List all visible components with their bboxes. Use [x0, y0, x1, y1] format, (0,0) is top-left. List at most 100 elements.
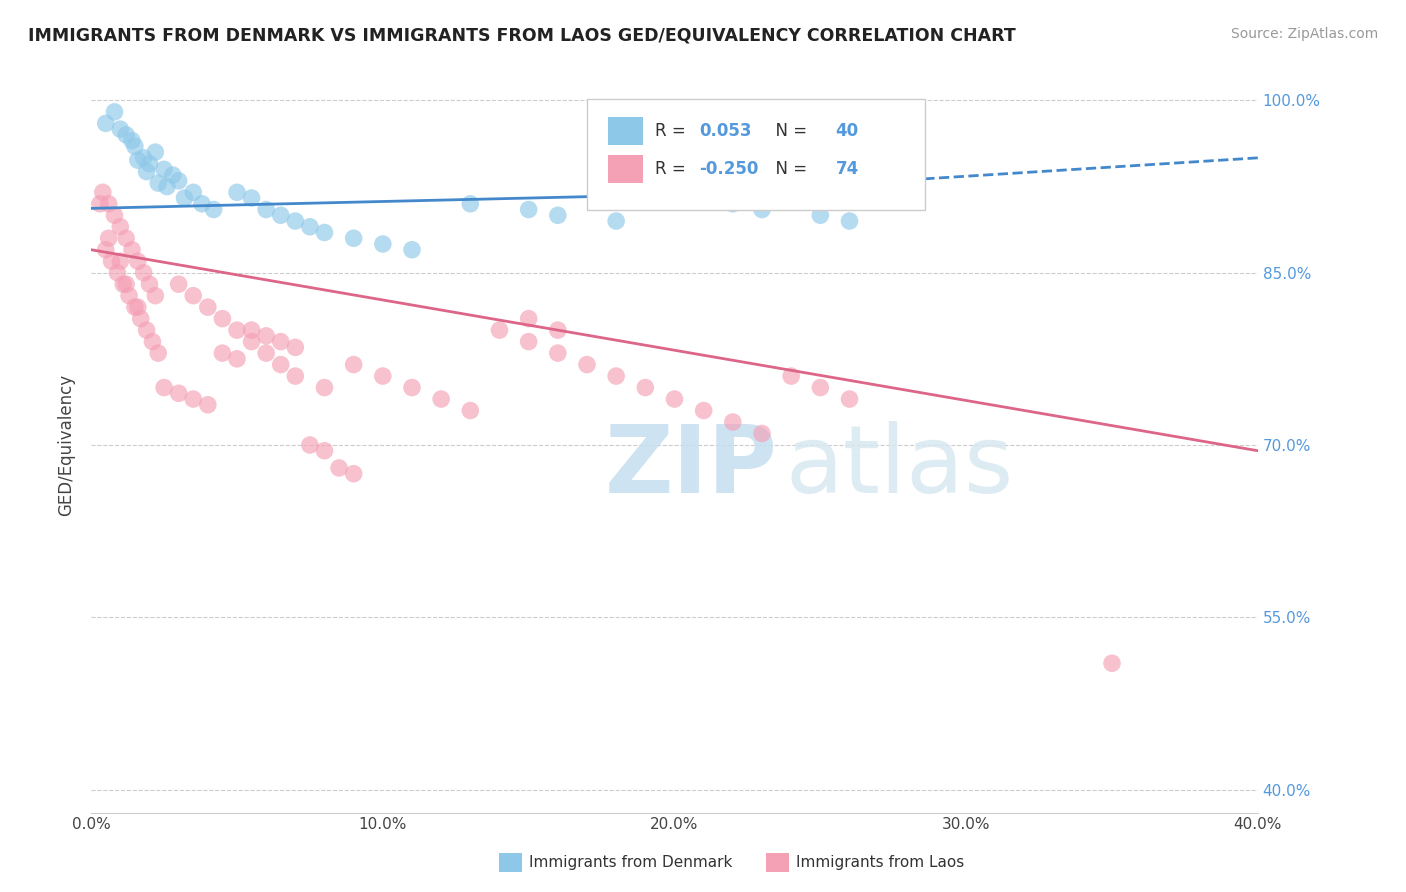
Point: [97, 196, 120, 211]
Point: [132, 266, 155, 280]
Point: [143, 288, 166, 302]
Point: [127, 300, 149, 314]
Text: 74: 74: [835, 161, 859, 178]
Point: [115, 231, 138, 245]
Point: [343, 231, 366, 245]
Point: [202, 202, 225, 217]
Point: [298, 438, 321, 452]
Point: [547, 323, 569, 337]
Point: [148, 346, 170, 360]
Point: [148, 176, 170, 190]
Text: -0.250: -0.250: [699, 161, 758, 178]
Point: [808, 380, 831, 394]
Text: Source: ZipAtlas.com: Source: ZipAtlas.com: [1230, 27, 1378, 41]
Point: [115, 128, 138, 142]
Point: [124, 300, 146, 314]
Point: [118, 288, 141, 302]
Point: [1101, 657, 1123, 671]
Point: [94, 243, 117, 257]
Point: [401, 243, 423, 257]
Point: [181, 392, 204, 406]
Text: R =: R =: [655, 161, 690, 178]
Point: [156, 179, 179, 194]
Point: [226, 351, 249, 366]
Point: [254, 329, 277, 343]
Point: [254, 346, 277, 360]
Point: [110, 254, 132, 268]
Text: Immigrants from Laos: Immigrants from Laos: [796, 855, 965, 870]
Point: [343, 358, 366, 372]
Point: [115, 277, 138, 292]
Bar: [607, 155, 643, 183]
Point: [314, 443, 336, 458]
Point: [103, 104, 125, 119]
Point: [110, 219, 132, 234]
Point: [103, 208, 125, 222]
Point: [129, 311, 152, 326]
Point: [721, 415, 744, 429]
Point: [460, 196, 482, 211]
Point: [488, 323, 510, 337]
Point: [254, 202, 277, 217]
Point: [132, 151, 155, 165]
Point: [838, 214, 860, 228]
Y-axis label: GED/Equivalency: GED/Equivalency: [58, 374, 75, 516]
Point: [460, 403, 482, 417]
Point: [181, 186, 204, 200]
Point: [692, 403, 714, 417]
Point: [430, 392, 453, 406]
Point: [107, 266, 129, 280]
Point: [343, 467, 366, 481]
Point: [664, 186, 686, 200]
Point: [401, 380, 423, 394]
Text: N =: N =: [765, 161, 813, 178]
Point: [153, 380, 176, 394]
Point: [605, 214, 627, 228]
Point: [162, 168, 184, 182]
Text: IMMIGRANTS FROM DENMARK VS IMMIGRANTS FROM LAOS GED/EQUIVALENCY CORRELATION CHAR: IMMIGRANTS FROM DENMARK VS IMMIGRANTS FR…: [28, 27, 1017, 45]
Point: [328, 461, 350, 475]
Point: [143, 145, 166, 160]
Point: [226, 186, 249, 200]
Point: [110, 122, 132, 136]
Text: N =: N =: [765, 122, 813, 140]
Point: [121, 243, 143, 257]
Point: [135, 323, 157, 337]
Point: [138, 156, 160, 170]
Point: [517, 334, 540, 349]
Point: [100, 254, 122, 268]
Point: [270, 334, 292, 349]
Point: [284, 340, 307, 354]
Point: [138, 277, 160, 292]
Point: [240, 191, 263, 205]
Point: [97, 231, 120, 245]
Point: [191, 196, 214, 211]
Point: [124, 139, 146, 153]
Point: [211, 346, 233, 360]
Point: [167, 277, 190, 292]
Point: [371, 369, 394, 384]
Point: [240, 323, 263, 337]
Point: [664, 392, 686, 406]
Point: [270, 358, 292, 372]
Point: [838, 392, 860, 406]
Point: [517, 202, 540, 217]
Point: [751, 202, 773, 217]
Point: [173, 191, 195, 205]
Point: [127, 153, 149, 168]
Point: [634, 380, 657, 394]
Text: 40: 40: [835, 122, 859, 140]
Point: [167, 174, 190, 188]
Text: 0.053: 0.053: [699, 122, 751, 140]
Point: [141, 334, 163, 349]
Point: [121, 134, 143, 148]
Point: [298, 219, 321, 234]
Point: [127, 254, 149, 268]
Point: [112, 277, 135, 292]
Point: [197, 398, 219, 412]
Point: [94, 116, 117, 130]
Point: [780, 369, 803, 384]
Point: [284, 214, 307, 228]
Point: [517, 311, 540, 326]
Point: [153, 162, 176, 177]
